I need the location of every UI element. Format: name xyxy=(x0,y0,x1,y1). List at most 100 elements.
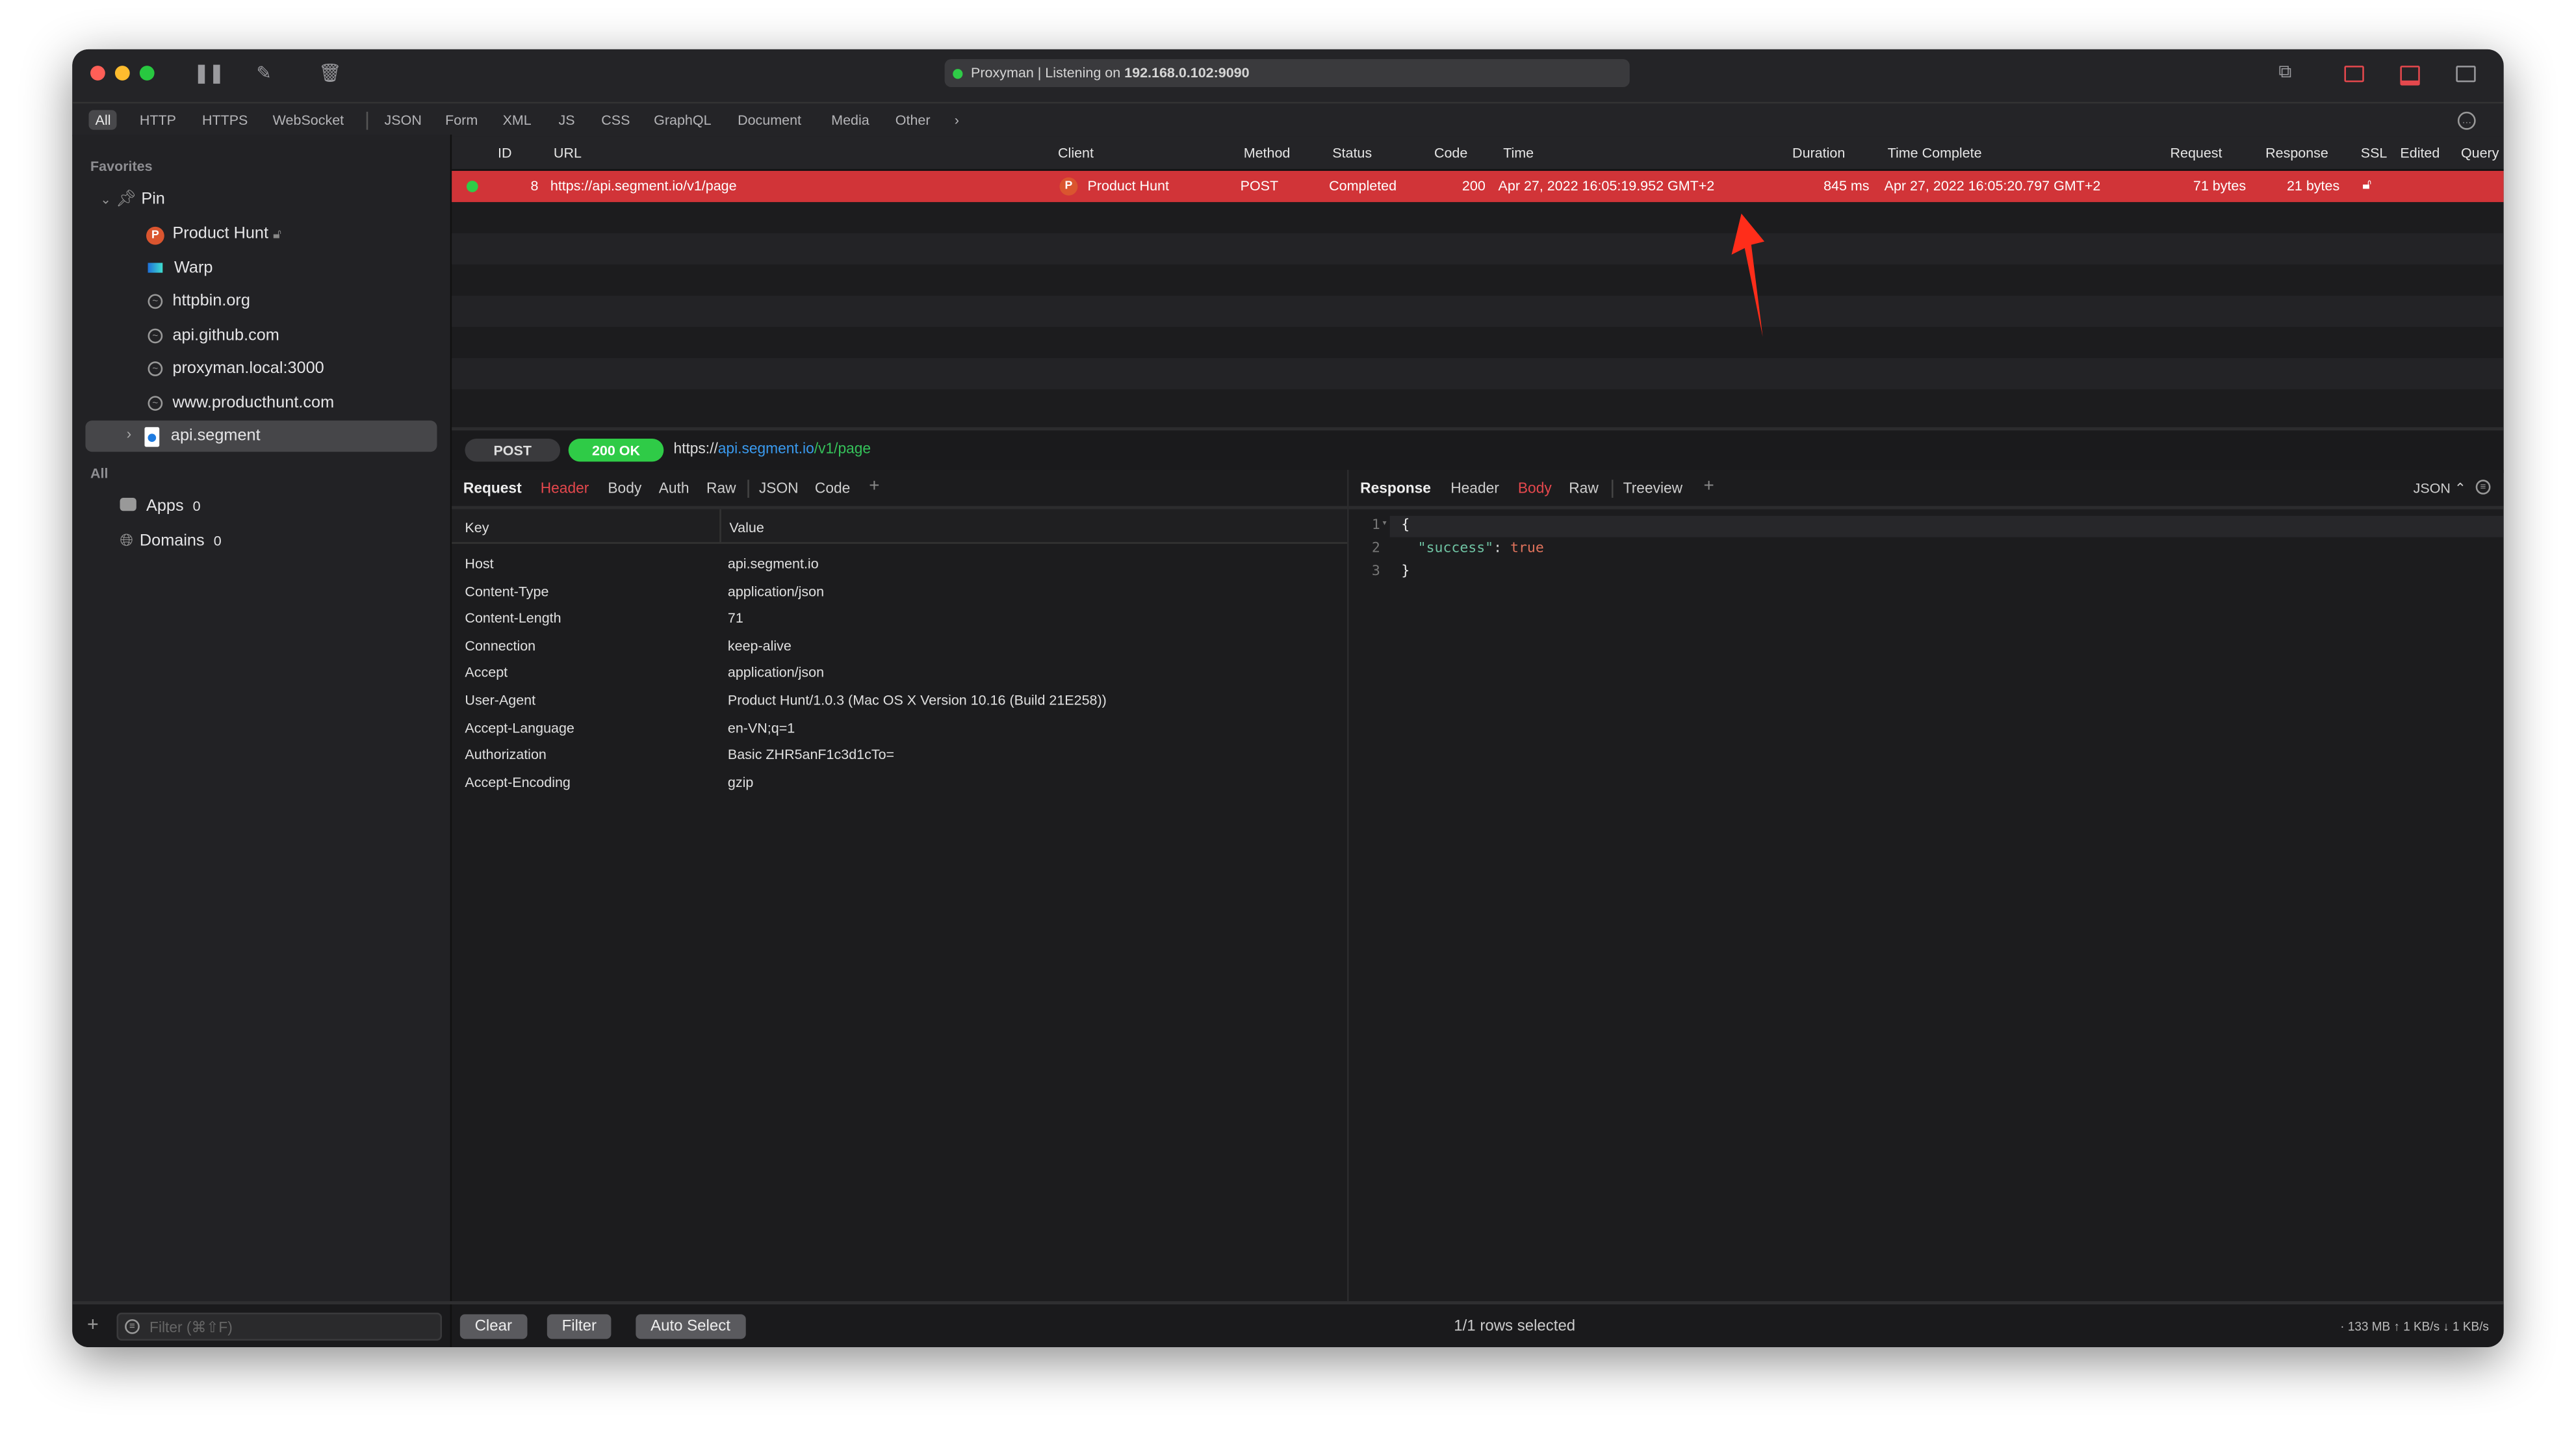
column-time[interactable]: Time xyxy=(1503,144,1534,161)
toggle-bottom-panel-icon[interactable] xyxy=(2400,66,2420,86)
pause-icon[interactable]: ❚❚ xyxy=(194,64,224,84)
more-options-icon[interactable]: … xyxy=(2457,111,2476,130)
column-client[interactable]: Client xyxy=(1058,144,1094,161)
chevron-down-icon[interactable]: ⌄ xyxy=(100,192,112,207)
header-row[interactable]: Accept application/json xyxy=(452,661,1347,684)
sidebar-item-proxyman-local[interactable]: ~ proxyman.local:3000 xyxy=(148,360,324,378)
column-code[interactable]: Code xyxy=(1434,144,1468,161)
filter-tab-http[interactable]: HTTP xyxy=(139,111,177,129)
sidebar-item-warp[interactable]: Warp xyxy=(146,259,213,277)
column-url[interactable]: URL xyxy=(553,144,582,161)
sidebar-item-apps[interactable]: Apps 0 xyxy=(120,497,201,516)
minimize-button[interactable] xyxy=(114,66,130,81)
column-status[interactable]: Status xyxy=(1332,144,1372,161)
header-key: Connection xyxy=(465,637,536,654)
sidebar-item-api-segment[interactable]: › api.segment xyxy=(85,420,437,452)
filter-button[interactable]: Filter xyxy=(547,1314,612,1339)
tab-auth[interactable]: Auth xyxy=(658,480,689,496)
sidebar-item-github[interactable]: ~ api.github.com xyxy=(148,327,279,345)
header-row[interactable]: Host api.segment.io xyxy=(452,552,1347,574)
sidebar-item-producthunt-com[interactable]: ~ www.producthunt.com xyxy=(148,394,334,413)
column-edited[interactable]: Edited xyxy=(2400,144,2440,161)
tab-raw[interactable]: Raw xyxy=(1569,480,1599,496)
add-tab-icon[interactable]: + xyxy=(869,476,880,496)
header-row[interactable]: User-Agent Product Hunt/1.0.3 (Mac OS X … xyxy=(452,688,1347,711)
compose-icon[interactable]: ✎ xyxy=(256,64,272,84)
filter-tab-js[interactable]: JS xyxy=(558,111,575,129)
add-icon[interactable]: + xyxy=(86,1312,99,1336)
clear-button[interactable]: Clear xyxy=(459,1314,527,1339)
tab-code[interactable]: Code xyxy=(814,480,851,496)
zoom-button[interactable] xyxy=(139,66,155,81)
column-method[interactable]: Method xyxy=(1243,144,1291,161)
filter-tab-json[interactable]: JSON xyxy=(384,111,422,129)
fold-arrow-icon[interactable]: ▾ xyxy=(1382,517,1388,530)
apps-icon xyxy=(120,497,136,511)
filter-tab-document[interactable]: Document xyxy=(738,111,802,129)
menu-icon[interactable]: ≡ xyxy=(2475,480,2491,495)
tab-header[interactable]: Header xyxy=(540,480,589,496)
chevron-right-icon[interactable]: › xyxy=(126,425,132,443)
sidebar-item-product-hunt[interactable]: P Product Hunt 🔓︎ xyxy=(146,225,281,245)
filter-tab-xml[interactable]: XML xyxy=(502,111,532,129)
filter-tab-other[interactable]: Other xyxy=(895,111,931,129)
sidebar-item-pin[interactable]: ⌄ 📌︎ Pin xyxy=(100,190,165,209)
sidebar-filter-input[interactable]: ≡ Filter (⌘⇧F) xyxy=(116,1312,443,1341)
column-duration[interactable]: Duration xyxy=(1792,144,1846,161)
tab-body[interactable]: Body xyxy=(608,480,642,496)
filter-tab-form[interactable]: Form xyxy=(445,111,478,129)
column-time-complete[interactable]: Time Complete xyxy=(1887,144,1982,161)
toggle-sidebar-icon[interactable] xyxy=(2344,66,2364,83)
item-label: api.github.com xyxy=(172,327,279,345)
pin-icon: 📌︎ xyxy=(116,190,137,209)
header-row[interactable]: Accept-Language en-VN;q=1 xyxy=(452,716,1347,738)
request-url[interactable]: https://api.segment.io/v1/page xyxy=(673,441,871,457)
header-row[interactable]: Content-Type application/json xyxy=(452,579,1347,602)
add-tab-icon[interactable]: + xyxy=(1703,476,1714,496)
windows-icon[interactable]: ⧉ xyxy=(2278,62,2292,83)
sidebar-item-httpbin[interactable]: ~ httpbin.org xyxy=(148,292,250,311)
close-button[interactable] xyxy=(90,66,105,81)
column-key[interactable]: Key xyxy=(465,519,489,536)
globe-icon: ~ xyxy=(148,361,163,376)
filter-tab-media[interactable]: Media xyxy=(831,111,869,129)
filter-tab-all[interactable]: All xyxy=(88,110,118,130)
json-sep: : xyxy=(1493,540,1511,557)
header-row[interactable]: Authorization Basic ZHR5anF1c3d1cTo= xyxy=(452,743,1347,766)
item-label: httpbin.org xyxy=(172,292,250,311)
header-key: Content-Length xyxy=(465,610,561,626)
tab-treeview[interactable]: Treeview xyxy=(1623,480,1683,496)
tab-raw[interactable]: Raw xyxy=(706,480,736,496)
filter-tab-websocket[interactable]: WebSocket xyxy=(272,111,344,129)
headers-table-header: Key Value xyxy=(452,509,1347,544)
format-selector[interactable]: JSON ⌃ xyxy=(2413,480,2466,496)
column-response[interactable]: Response xyxy=(2265,144,2328,161)
tab-header[interactable]: Header xyxy=(1450,480,1499,496)
filter-tab-https[interactable]: HTTPS xyxy=(201,111,248,129)
line-number: 1 xyxy=(1371,517,1380,534)
filter-more-chevron-icon[interactable]: › xyxy=(954,111,959,129)
tab-json[interactable]: JSON xyxy=(758,480,799,496)
tab-body[interactable]: Body xyxy=(1517,480,1552,496)
column-request[interactable]: Request xyxy=(2170,144,2222,161)
column-ssl[interactable]: SSL xyxy=(2360,144,2388,161)
auto-select-button[interactable]: Auto Select xyxy=(636,1314,745,1339)
response-body-editor[interactable]: 1 ▾ { 2 "success": true 3 } xyxy=(1348,509,2504,1301)
header-key: Accept-Language xyxy=(465,719,574,736)
filter-tab-graphql[interactable]: GraphQL xyxy=(654,111,712,129)
header-row[interactable]: Connection keep-alive xyxy=(452,634,1347,656)
table-row[interactable]: 8 https://api.segment.io/v1/page P Produ… xyxy=(452,170,2504,202)
header-row[interactable]: Content-Length 71 xyxy=(452,606,1347,629)
trash-icon[interactable]: 🗑 xyxy=(318,64,342,84)
header-value: gzip xyxy=(727,773,754,790)
sidebar-item-domains[interactable]: 🌐︎ Domains 0 xyxy=(120,532,222,550)
filter-icon: ≡ xyxy=(125,1319,140,1334)
column-query[interactable]: Query xyxy=(2460,144,2499,161)
filter-tab-css[interactable]: CSS xyxy=(601,111,630,129)
header-row[interactable]: Accept-Encoding gzip xyxy=(452,770,1347,793)
cell-client: Product Hunt xyxy=(1087,177,1169,194)
globe-icon: 🌐︎ xyxy=(120,532,133,550)
column-value[interactable]: Value xyxy=(729,519,764,536)
column-id[interactable]: ID xyxy=(497,144,512,161)
toggle-right-panel-icon[interactable] xyxy=(2456,66,2476,83)
